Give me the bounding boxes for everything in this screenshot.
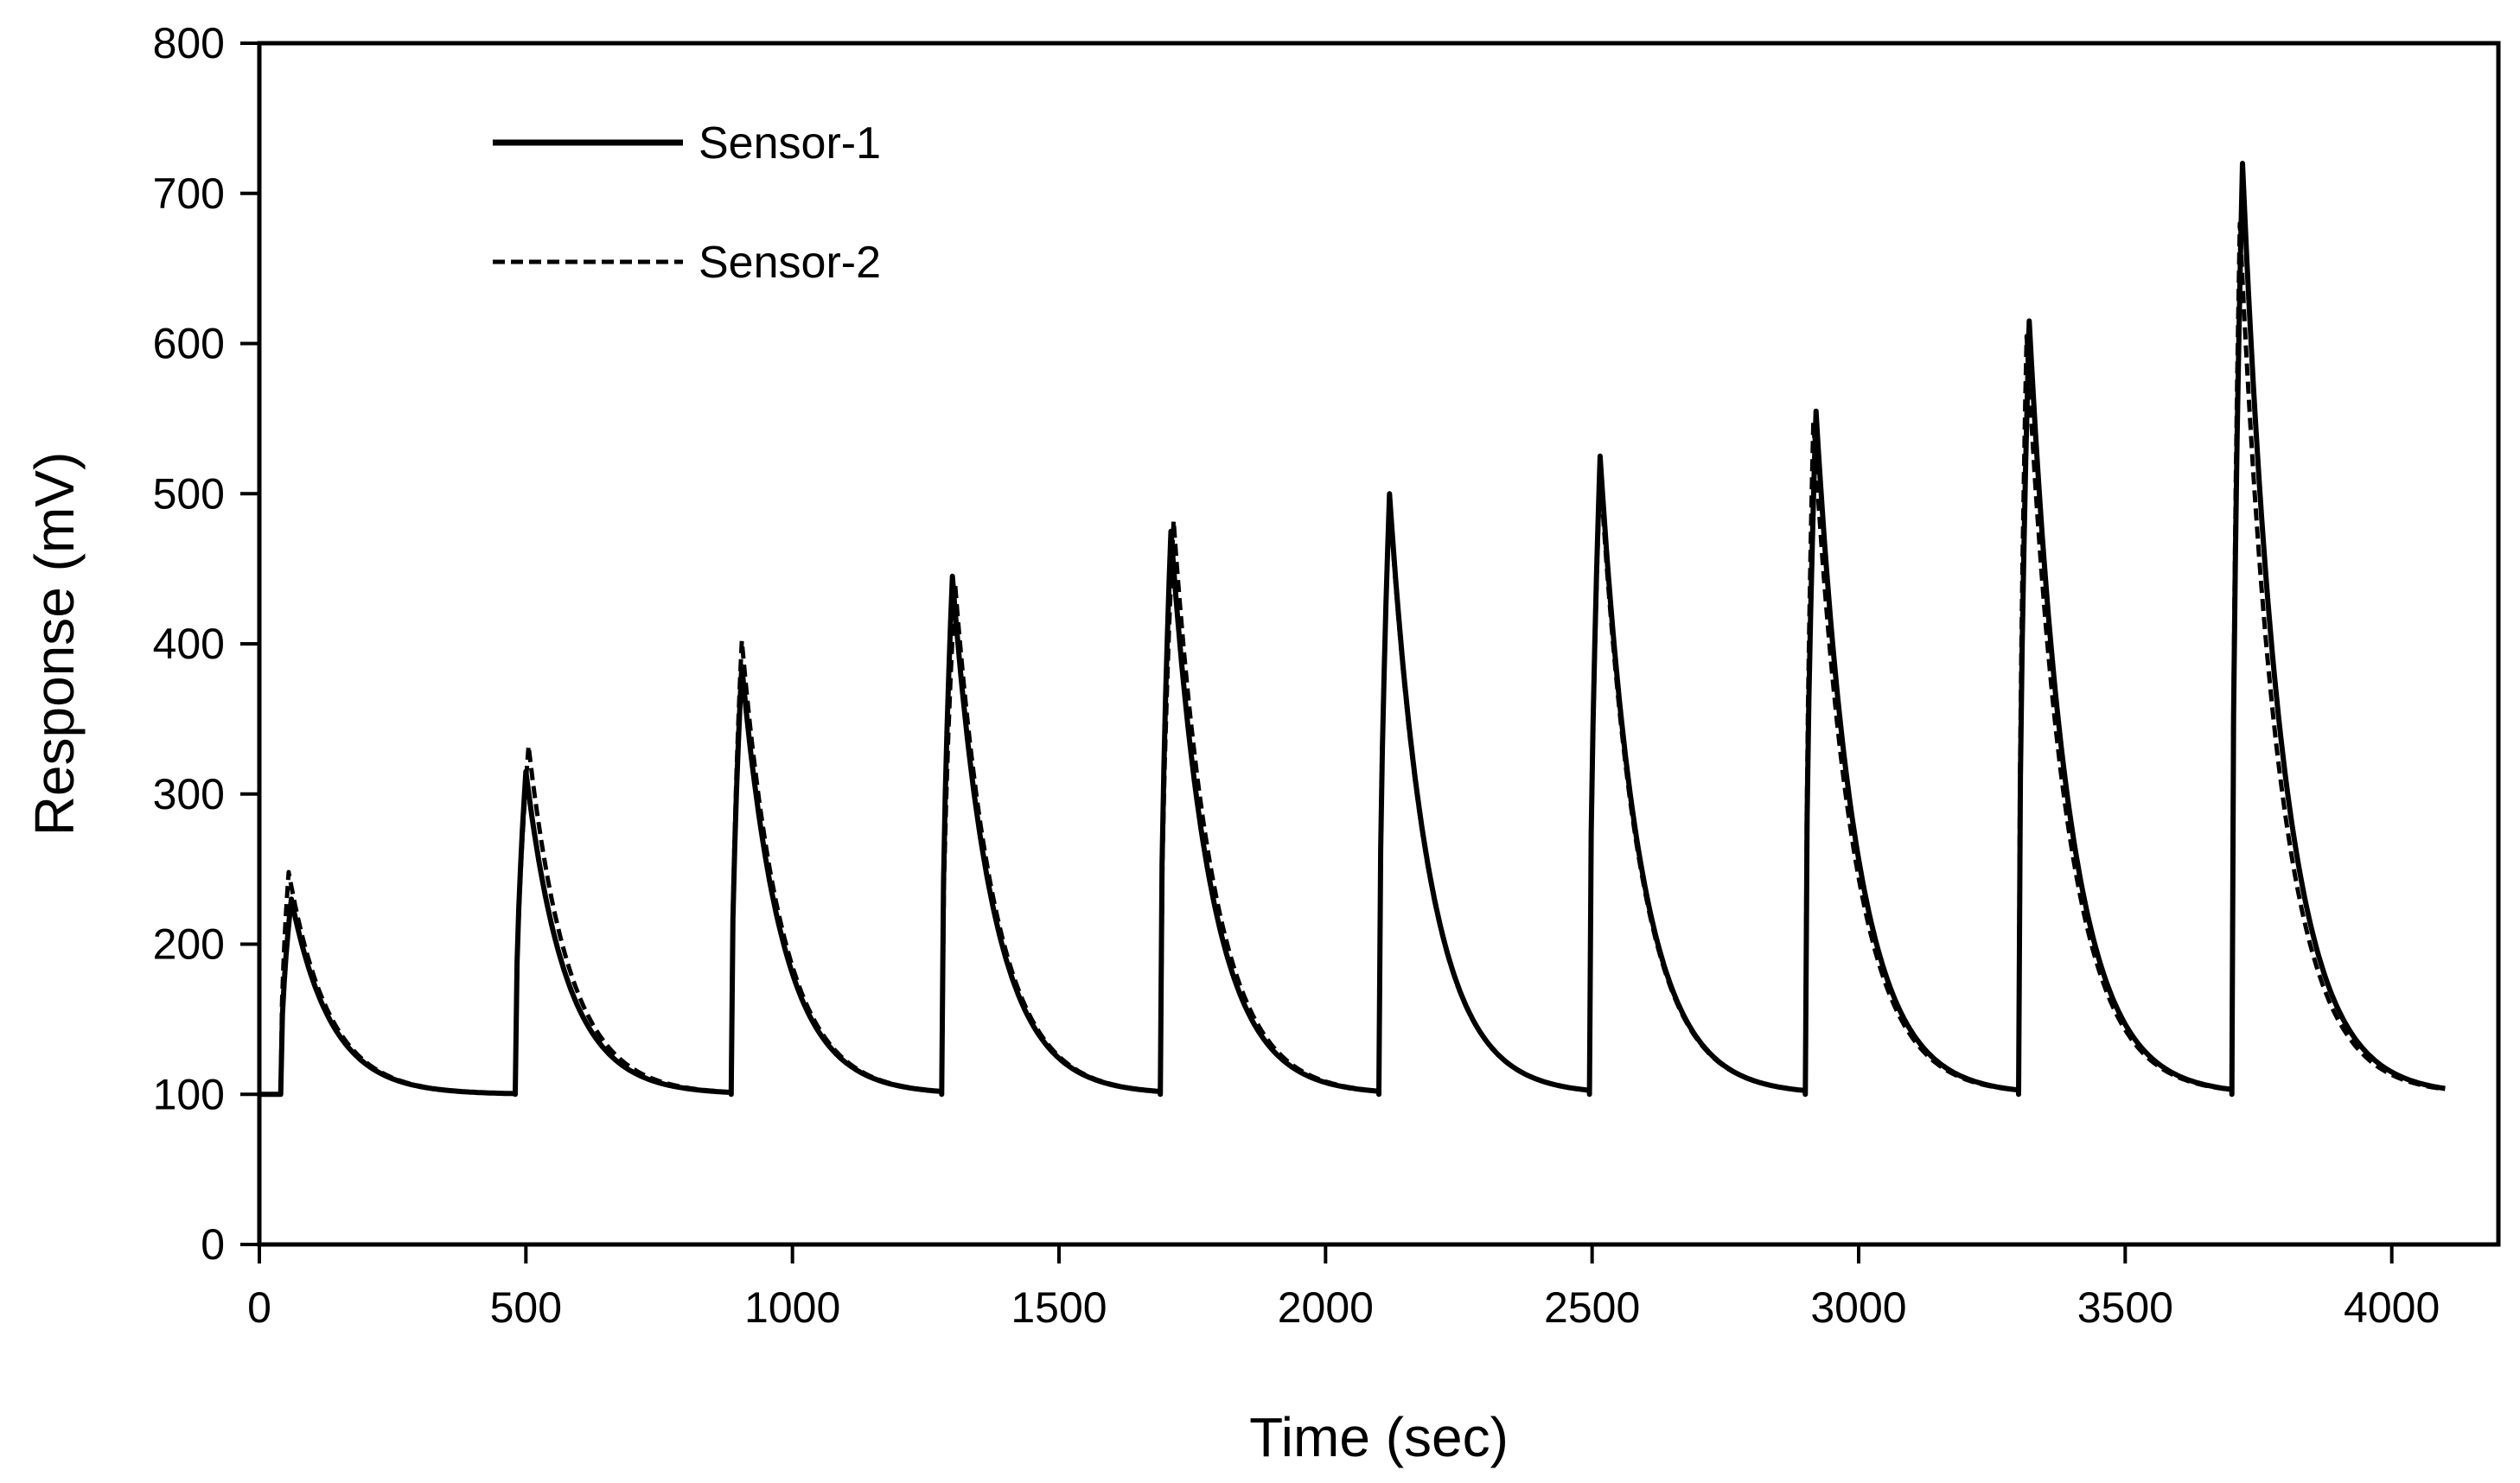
x-tick-label: 2500 [1544,1283,1640,1332]
legend-label-sensor-1: Sensor-1 [699,118,881,169]
y-tick-label: 0 [201,1220,225,1269]
y-tick-label: 800 [153,19,225,67]
x-tick-label: 1500 [1011,1283,1107,1332]
y-axis: 0 100 200 300 400 500 600 700 800 [153,19,259,1269]
legend-label-sensor-2: Sensor-2 [699,238,881,288]
y-tick-label: 500 [153,469,225,518]
y-tick-label: 400 [153,620,225,668]
y-tick-label: 200 [153,920,225,969]
y-tick-label: 100 [153,1070,225,1118]
plot-lines [259,161,2447,1098]
x-tick-label: 3000 [1810,1283,1906,1332]
y-tick-label: 300 [153,770,225,818]
legend: Sensor-1 Sensor-2 [493,118,881,288]
series-line-sensor-2 [259,221,2447,1097]
x-tick-label: 2000 [1278,1283,1374,1332]
y-axis-title: Response (mV) [23,452,86,837]
x-tick-label: 3500 [2077,1283,2173,1332]
x-axis-title: Time (sec) [1249,1406,1509,1468]
x-tick-label: 0 [247,1283,271,1332]
y-tick-label: 600 [153,320,225,368]
x-tick-label: 4000 [2344,1283,2440,1332]
x-tick-label: 1000 [744,1283,840,1332]
x-tick-label: 500 [490,1283,562,1332]
x-axis: 0 500 1000 1500 2000 2500 3000 3500 4000 [247,1244,2440,1332]
y-tick-label: 700 [153,169,225,218]
